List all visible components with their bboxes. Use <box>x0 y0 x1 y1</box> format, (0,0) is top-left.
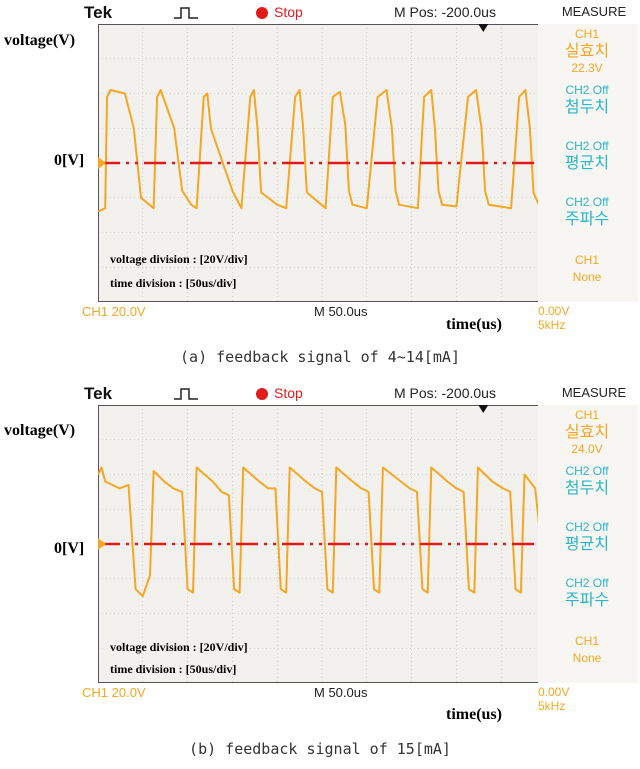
x-axis-label-a: time(us) <box>446 316 502 333</box>
measure-box-1-type: 실효치 <box>564 43 610 60</box>
measure-box-4-type: 주파수 <box>564 592 610 609</box>
stop-indicator-icon <box>256 388 268 400</box>
measure-box-2-type: 첨두치 <box>564 99 610 116</box>
scope-panel-b: Tek Stop M Pos: -200.0us MEASURE CH1 실효치… <box>82 381 638 713</box>
scope-plot <box>98 24 546 302</box>
measure-title: MEASURE <box>561 385 627 400</box>
trigger-position-icon <box>478 405 489 413</box>
timebase-readout: M 50.0us <box>314 304 368 319</box>
trigger-frequency: 5kHz <box>538 699 566 713</box>
measure-sidebar: CH1 실효치 22.3V CH2 Off 첨두치 CH2 Off 평균치 CH… <box>538 24 638 302</box>
trigger-level: 0.00V <box>538 304 570 318</box>
stop-indicator-icon <box>256 7 268 19</box>
brand-label: Tek <box>84 384 113 403</box>
measure-box-3-source: CH2 Off <box>565 139 609 153</box>
measure-box-5: CH1 None <box>538 633 636 687</box>
voltage-division-b: voltage division : [20V/div] <box>110 640 248 654</box>
measure-box-3: CH2 Off 평균치 <box>538 519 636 573</box>
measure-box-4-type: 주파수 <box>564 211 610 228</box>
measure-box-4-source: CH2 Off <box>565 195 609 209</box>
measure-box-5-source: CH1 <box>574 634 599 648</box>
measure-box-3-type: 평균치 <box>564 536 610 553</box>
measure-box-2-source: CH2 Off <box>565 83 609 97</box>
y-axis-label-a: voltage(V) <box>4 32 76 49</box>
scope-plot <box>98 405 546 683</box>
scope-header: Tek Stop M Pos: -200.0us MEASURE <box>82 381 638 405</box>
measure-box-4: CH2 Off 주파수 <box>538 194 636 248</box>
ch1-scale: CH1 20.0V <box>82 304 146 319</box>
voltage-division-a: voltage division : [20V/div] <box>110 252 248 266</box>
measure-box-1-type: 실효치 <box>564 424 610 441</box>
measure-title: MEASURE <box>561 4 627 19</box>
measure-box-1: CH1 실효치 22.3V <box>538 26 636 80</box>
ch1-scale: CH1 20.0V <box>82 685 146 700</box>
waveform-line <box>98 466 546 598</box>
measure-box-1: CH1 실효치 24.0V <box>538 407 636 461</box>
scope-header: Tek Stop M Pos: -200.0us MEASURE <box>82 0 638 24</box>
measure-box-1-source: CH1 <box>574 408 599 422</box>
measure-box-4: CH2 Off 주파수 <box>538 575 636 629</box>
measure-box-2-source: CH2 Off <box>565 464 609 478</box>
scope-footer: CH1 20.0V M 50.0us 0.00V 5kHz <box>82 302 638 332</box>
run-status: Stop <box>274 385 303 401</box>
zero-label-a: 0[V] <box>54 152 85 169</box>
measure-sidebar: CH1 실효치 24.0V CH2 Off 첨두치 CH2 Off 평균치 CH… <box>538 405 638 683</box>
trigger-pulse-icon <box>174 7 198 19</box>
trigger-frequency: 5kHz <box>538 318 566 332</box>
scope-panel-a: Tek Stop M Pos: -200.0us MEASURE CH1 실효치… <box>82 0 638 332</box>
m-pos-readout: M Pos: -200.0us <box>394 385 496 401</box>
caption-a: (a) feedback signal of 4~14[mA] <box>180 348 460 366</box>
caption-b: (b) feedback signal of 15[mA] <box>189 740 451 758</box>
measure-box-1-value: 22.3V <box>571 61 603 75</box>
measure-box-5: CH1 None <box>538 252 636 306</box>
brand-label: Tek <box>84 3 113 22</box>
measure-box-2: CH2 Off 첨두치 <box>538 82 636 136</box>
measure-box-5-type: None <box>572 651 602 665</box>
measure-box-3-type: 평균치 <box>564 155 610 172</box>
measure-box-3: CH2 Off 평균치 <box>538 138 636 192</box>
x-axis-label-b: time(us) <box>446 706 502 723</box>
measure-box-5-type: None <box>572 270 602 284</box>
trigger-pulse-icon <box>174 388 198 400</box>
measure-box-1-value: 24.0V <box>571 442 603 456</box>
timebase-readout: M 50.0us <box>314 685 368 700</box>
measure-box-1-source: CH1 <box>574 27 599 41</box>
zero-label-b: 0[V] <box>54 540 85 557</box>
run-status: Stop <box>274 4 303 20</box>
ch1-ground-marker-icon <box>98 538 106 550</box>
waveform-line <box>98 89 546 213</box>
measure-box-5-source: CH1 <box>574 253 599 267</box>
trigger-position-icon <box>478 24 489 32</box>
scope-footer: CH1 20.0V M 50.0us 0.00V 5kHz <box>82 683 638 713</box>
measure-box-2-type: 첨두치 <box>564 480 610 497</box>
measure-box-2: CH2 Off 첨두치 <box>538 463 636 517</box>
trigger-level: 0.00V <box>538 685 570 699</box>
ch1-ground-marker-icon <box>98 157 106 169</box>
measure-box-3-source: CH2 Off <box>565 520 609 534</box>
m-pos-readout: M Pos: -200.0us <box>394 4 496 20</box>
time-division-a: time division : [50us/div] <box>110 276 237 290</box>
time-division-b: time division : [50us/div] <box>110 662 237 676</box>
y-axis-label-b: voltage(V) <box>4 422 76 439</box>
measure-box-4-source: CH2 Off <box>565 576 609 590</box>
